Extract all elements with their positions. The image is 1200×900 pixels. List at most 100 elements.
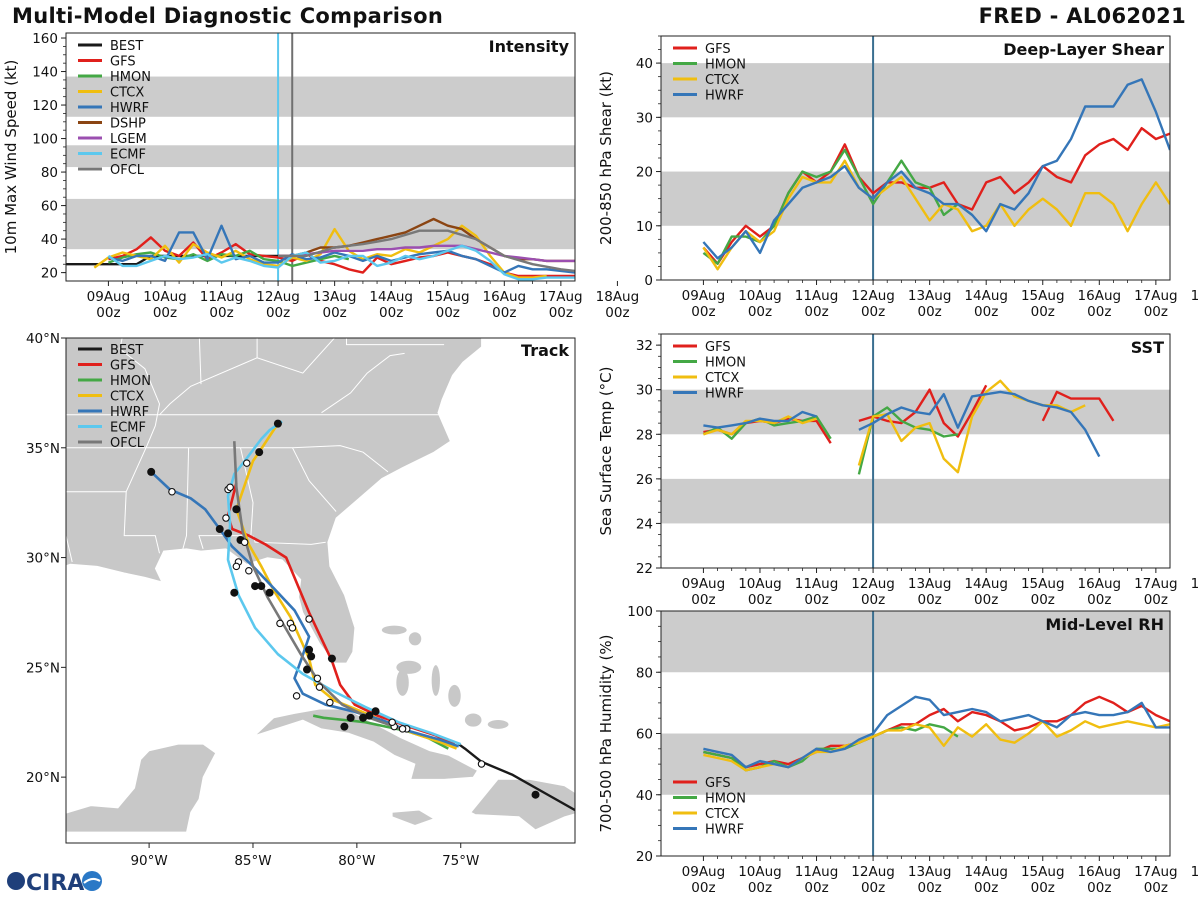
- track-point-filled: [255, 448, 264, 457]
- y-tick-label: 100: [627, 604, 653, 620]
- y-tick-label: 160: [32, 31, 58, 47]
- x-tick-label-hour: 00z: [918, 592, 942, 608]
- lat-tick-label: 25°N: [26, 660, 60, 676]
- x-tick-label-hour: 00z: [804, 880, 828, 896]
- x-tick-label-day: 14Aug: [369, 289, 413, 305]
- legend-label-ctcx: CTCX: [705, 73, 739, 88]
- x-tick-label-day: 18Aug: [1191, 288, 1200, 304]
- x-tick-label: 12Aug 00z: [256, 289, 300, 321]
- track-point-open: [305, 615, 313, 623]
- legend-label-lgem: LGEM: [110, 132, 147, 147]
- series-line-lgem: [278, 244, 575, 263]
- intensity-series-group: [66, 217, 575, 281]
- x-tick-label: 13Aug 00z: [908, 576, 952, 608]
- track-point-open: [222, 514, 230, 522]
- x-tick-label: 15Aug 00z: [1021, 288, 1065, 320]
- legend-label-gfs: GFS: [705, 776, 731, 791]
- x-tick-label-hour: 00z: [1087, 304, 1111, 320]
- state-border-ohio-river: [159, 338, 336, 416]
- track-point-open: [168, 487, 176, 496]
- y-tick-label: 32: [636, 338, 653, 354]
- logo-text: CIRA: [26, 871, 84, 896]
- series-line-ecmf: [107, 244, 575, 281]
- series-line-ctcx: [702, 159, 1170, 271]
- x-tick-label-hour: 00z: [918, 304, 942, 320]
- x-tick-label-hour: 00z: [1031, 880, 1055, 896]
- x-tick-label-day: 10Aug: [738, 864, 782, 880]
- state-border-ms-al: [181, 447, 190, 552]
- storm-id-title: FRED - AL062021: [978, 4, 1186, 28]
- x-tick-label: 16Aug 00z: [1078, 576, 1122, 608]
- x-tick-label-hour: 00z: [209, 305, 233, 321]
- series-line-ctcx: [703, 415, 817, 436]
- track-line-best: [458, 743, 575, 812]
- x-tick-label-day: 13Aug: [908, 288, 952, 304]
- x-tick-label-hour: 00z: [1031, 592, 1055, 608]
- x-tick-label-hour: 00z: [974, 880, 998, 896]
- x-tick-label-hour: 00z: [918, 880, 942, 896]
- x-tick-label: 14Aug 00z: [964, 576, 1008, 608]
- x-tick-label: 09Aug 00z: [682, 576, 726, 608]
- y-tick-label: 24: [636, 516, 653, 532]
- legend-label-hwrf: HWRF: [110, 405, 149, 420]
- x-tick-label-day: 11Aug: [795, 576, 839, 592]
- legend-label-best: BEST: [110, 39, 143, 54]
- legend-label-best: BEST: [110, 343, 143, 358]
- legend-label-ctcx: CTCX: [110, 86, 144, 101]
- x-tick-label-day: 10Aug: [738, 288, 782, 304]
- x-tick-label-day: 18Aug: [596, 289, 640, 305]
- y-tick-label: 30: [636, 383, 653, 399]
- state-border-35n: [66, 445, 389, 473]
- rh-ylabel: 700-500 hPa Humidity (%): [597, 634, 615, 832]
- y-tick-label: 10: [636, 219, 653, 235]
- track-point-open: [313, 674, 322, 683]
- x-tick-label-hour: 00z: [861, 592, 885, 608]
- x-tick-label-hour: 00z: [1087, 880, 1111, 896]
- x-tick-label-hour: 00z: [1144, 304, 1168, 320]
- legend-label-ofcl: OFCL: [110, 163, 145, 178]
- x-tick-label-day: 13Aug: [313, 289, 357, 305]
- x-tick-label: 16Aug 00z: [1078, 288, 1122, 320]
- track-point-filled: [251, 582, 260, 591]
- y-tick-label: 140: [32, 65, 58, 81]
- x-tick-label-day: 14Aug: [964, 288, 1008, 304]
- track-point-filled: [302, 665, 311, 674]
- x-tick-label: 11Aug 00z: [795, 864, 839, 896]
- bahamas-island: [448, 684, 461, 707]
- shade-band: [66, 145, 575, 168]
- track-point-open: [315, 683, 324, 691]
- lon-tick-label: 80°W: [338, 853, 375, 869]
- shade-band: [661, 733, 1170, 795]
- track-point-filled: [215, 525, 224, 534]
- y-tick-label: 30: [636, 110, 653, 126]
- x-tick-label-hour: 00z: [691, 592, 715, 608]
- cuba-landmass: [254, 708, 478, 780]
- x-tick-label-day: 17Aug: [1134, 864, 1178, 880]
- track-point-filled: [340, 722, 349, 731]
- x-tick-label: 13Aug 00z: [313, 289, 357, 321]
- logo-swoosh-icon: [83, 877, 101, 884]
- x-tick-label: 11Aug 00z: [795, 576, 839, 608]
- bahamas-island: [464, 713, 482, 727]
- state-border-va-wv: [321, 352, 405, 414]
- shear-series-group: [702, 78, 1170, 271]
- x-tick-label-hour: 00z: [492, 305, 516, 321]
- x-tick-label: 10Aug 00z: [143, 289, 187, 321]
- x-tick-label-day: 12Aug: [851, 864, 895, 880]
- track-point-open: [276, 619, 284, 628]
- track-frame: [65, 337, 576, 844]
- legend-label-hwrf: HWRF: [110, 101, 149, 116]
- track-point-open: [245, 566, 253, 575]
- track-point-filled: [273, 419, 282, 428]
- track-point-open: [242, 459, 251, 467]
- track-point-filled: [257, 582, 266, 591]
- lon-tick-label: 75°W: [442, 853, 479, 869]
- x-tick-label: 17Aug 00z: [1134, 576, 1178, 608]
- x-tick-label-day: 16Aug: [1078, 576, 1122, 592]
